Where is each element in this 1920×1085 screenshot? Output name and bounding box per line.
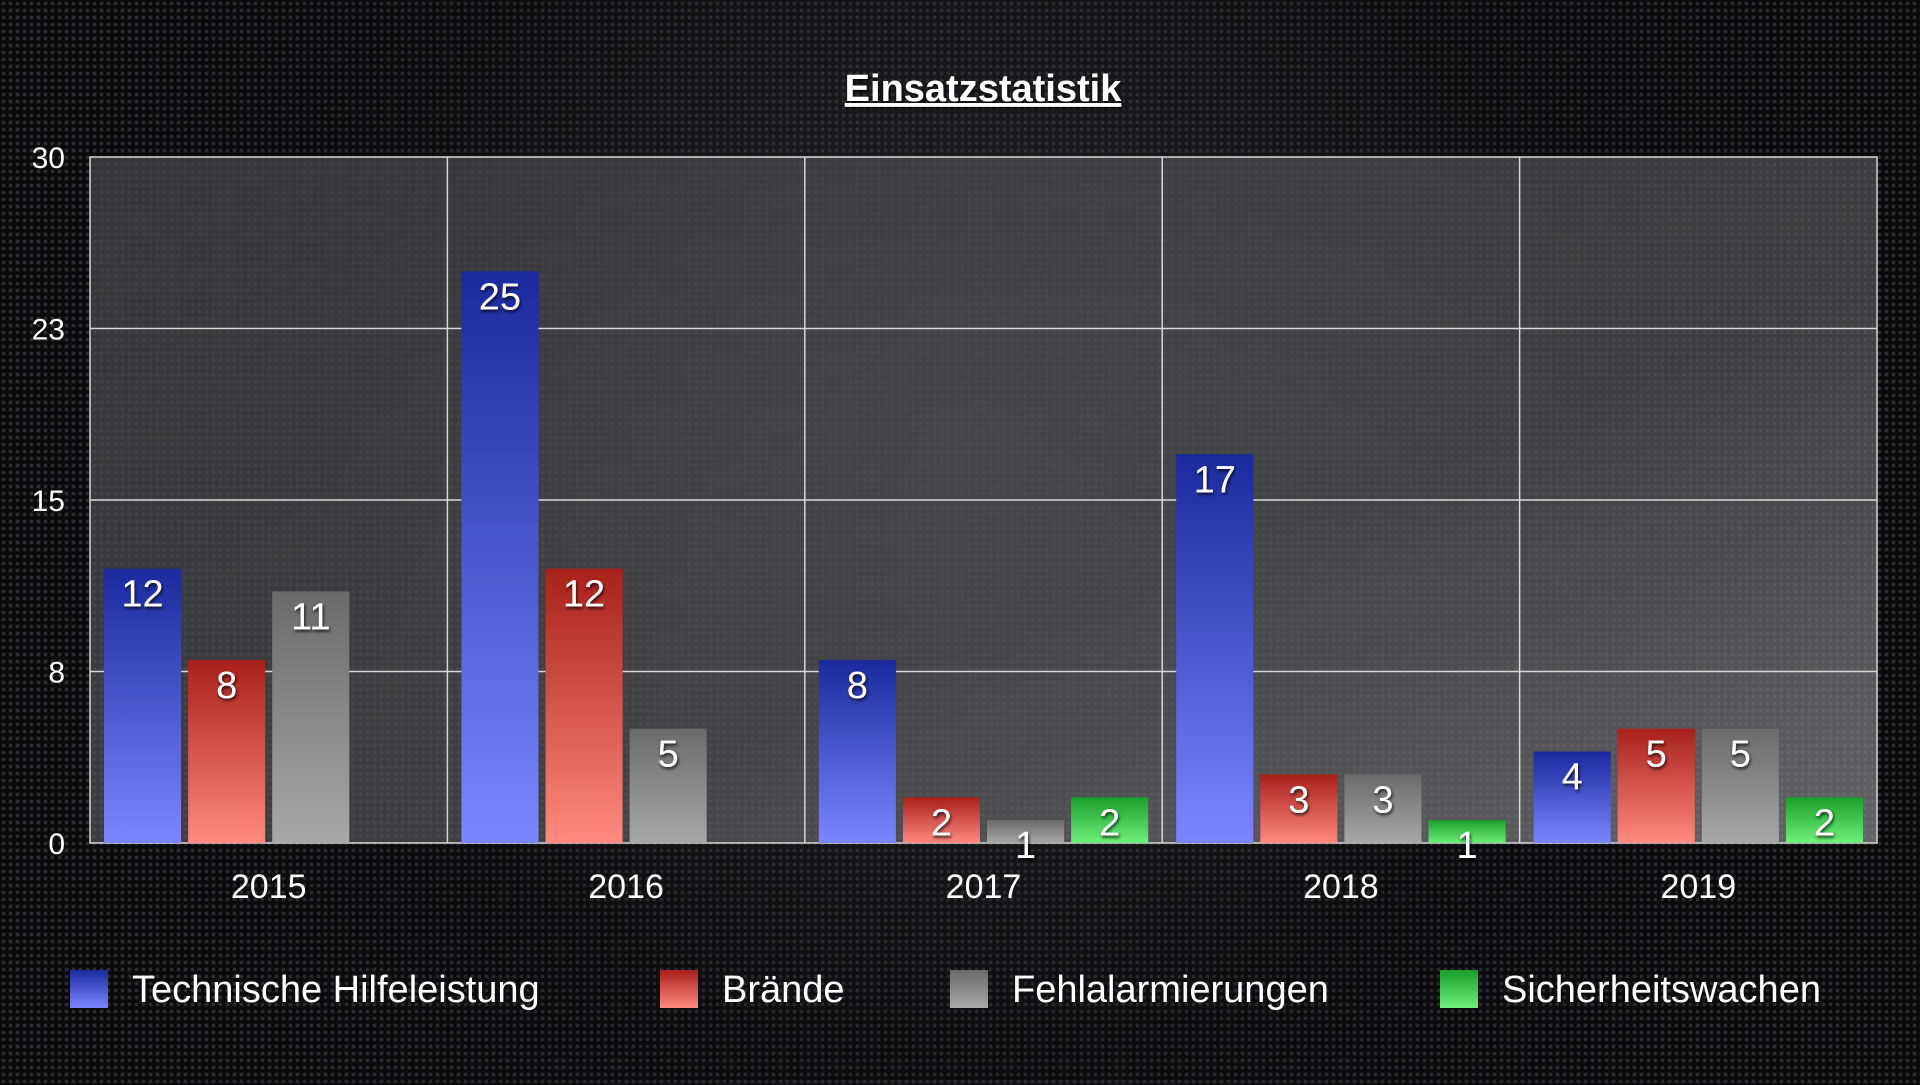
bar bbox=[1428, 820, 1506, 843]
legend-swatch bbox=[950, 970, 988, 1008]
bar-value-label: 2 bbox=[931, 802, 952, 844]
bar-value-label: 8 bbox=[847, 665, 868, 707]
x-tick-label: 2015 bbox=[231, 868, 307, 906]
y-tick-label: 30 bbox=[32, 142, 65, 175]
legend-swatch bbox=[660, 970, 698, 1008]
legend-swatch bbox=[70, 970, 108, 1008]
bar-value-label: 4 bbox=[1562, 757, 1583, 799]
legend-label: Brände bbox=[722, 969, 845, 1011]
bar bbox=[104, 568, 182, 843]
chart-title: Einsatzstatistik bbox=[845, 68, 1123, 110]
x-tick-label: 2017 bbox=[946, 868, 1022, 906]
legend-swatch bbox=[1440, 970, 1478, 1008]
bar-value-label: 3 bbox=[1288, 779, 1309, 821]
x-axis-ticks: 2015 2016 2017 2018 2019 bbox=[231, 868, 1736, 906]
bar-value-label: 11 bbox=[291, 596, 330, 638]
x-tick-label: 2018 bbox=[1303, 868, 1379, 906]
bar bbox=[1344, 774, 1422, 843]
bar-value-label: 5 bbox=[1646, 734, 1667, 776]
legend: Technische Hilfeleistung Brände Fehlalarmi… bbox=[70, 969, 1821, 1011]
gridlines bbox=[90, 157, 1877, 843]
x-tick-label: 2016 bbox=[588, 868, 664, 906]
legend-label: Technische Hilfeleistung bbox=[132, 969, 540, 1011]
bar bbox=[188, 660, 266, 843]
y-tick-label: 23 bbox=[32, 314, 65, 347]
bar bbox=[1260, 774, 1338, 843]
bar bbox=[818, 660, 896, 843]
x-tick-label: 2019 bbox=[1660, 868, 1736, 906]
bar bbox=[272, 591, 350, 843]
bar-value-label: 5 bbox=[658, 734, 679, 776]
y-tick-label: 0 bbox=[48, 828, 65, 861]
bar bbox=[1071, 797, 1149, 843]
y-tick-label: 15 bbox=[32, 485, 65, 518]
bar bbox=[1617, 728, 1695, 843]
bars bbox=[104, 271, 1863, 843]
bar bbox=[1533, 751, 1611, 843]
bar-value-label: 5 bbox=[1730, 734, 1751, 776]
bar-value-label: 3 bbox=[1372, 779, 1393, 821]
y-tick-label: 8 bbox=[48, 657, 65, 690]
legend-label: Fehlalarmierungen bbox=[1012, 969, 1329, 1011]
y-axis-ticks: 0 8 15 23 30 bbox=[32, 142, 65, 861]
bar bbox=[902, 797, 980, 843]
bar-value-label: 8 bbox=[216, 665, 237, 707]
bar-value-label: 12 bbox=[121, 574, 163, 616]
bar bbox=[1785, 797, 1863, 843]
bar-value-label: 1 bbox=[1015, 825, 1036, 867]
bar-value-label: 25 bbox=[479, 276, 521, 318]
bar bbox=[1176, 454, 1254, 843]
bar bbox=[987, 820, 1065, 843]
legend-label: Sicherheitswachen bbox=[1502, 969, 1821, 1011]
bar-value-label: 12 bbox=[563, 574, 605, 616]
bar bbox=[629, 728, 707, 843]
bar-value-label: 17 bbox=[1194, 459, 1236, 501]
bar bbox=[1701, 728, 1779, 843]
bar bbox=[545, 568, 623, 843]
bar bbox=[461, 271, 539, 843]
bar-value-label: 2 bbox=[1099, 802, 1120, 844]
bar-value-label: 2 bbox=[1814, 802, 1835, 844]
bar-value-label: 1 bbox=[1456, 825, 1477, 867]
